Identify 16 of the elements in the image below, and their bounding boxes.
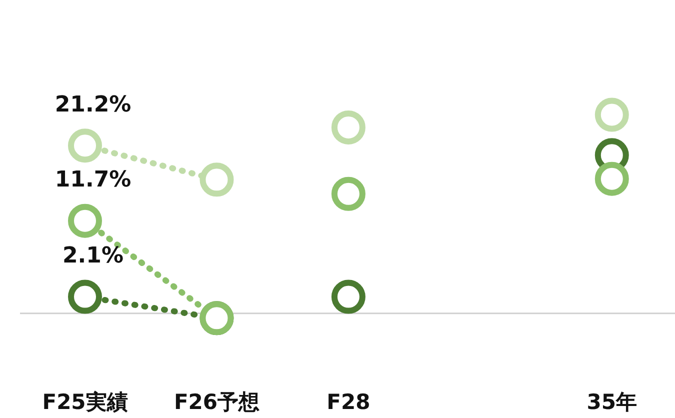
point — [331, 110, 366, 144]
point — [594, 162, 629, 196]
data-label: 21.2% — [54, 92, 132, 118]
x-tick-label: F25実績 — [42, 390, 128, 414]
point — [594, 98, 629, 132]
point — [200, 162, 234, 197]
point — [331, 280, 366, 314]
x-tick-label: F26予想 — [174, 390, 260, 414]
point — [68, 128, 102, 163]
x-tick-label: F28 — [326, 390, 370, 414]
point — [331, 176, 366, 211]
point — [68, 204, 102, 238]
x-tick-label: 35年 — [586, 390, 638, 414]
data-label: 2.1% — [62, 244, 124, 269]
data-label: 11.7% — [54, 168, 132, 193]
point — [68, 280, 102, 314]
